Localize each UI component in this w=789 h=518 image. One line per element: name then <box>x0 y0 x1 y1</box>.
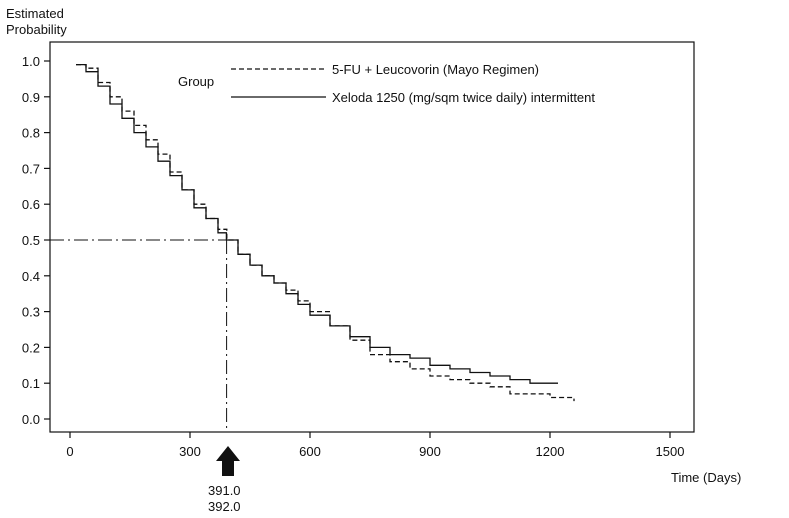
x-tick-label: 1200 <box>536 444 565 459</box>
y-axis-title-line1: Estimated <box>6 6 64 21</box>
x-axis-ticks: 0 300 600 900 1200 1500 <box>66 432 684 459</box>
legend-title: Group <box>178 74 214 89</box>
x-tick-label: 600 <box>299 444 321 459</box>
x-tick-label: 0 <box>66 444 73 459</box>
median-arrow-icon <box>216 446 240 476</box>
series-line-xeloda <box>76 63 558 384</box>
y-tick-label: 0.8 <box>22 126 40 141</box>
x-tick-label: 900 <box>419 444 441 459</box>
median-label-1: 391.0 <box>208 483 241 498</box>
y-tick-label: 0.3 <box>22 305 40 320</box>
y-tick-label: 1.0 <box>22 54 40 69</box>
x-axis-title: Time (Days) <box>671 470 741 485</box>
y-tick-label: 0.0 <box>22 412 40 427</box>
plot-frame <box>49 41 695 433</box>
y-axis-title-line2: Probability <box>6 22 67 37</box>
median-label-2: 392.0 <box>208 499 241 514</box>
y-tick-label: 0.9 <box>22 90 40 105</box>
series-layer <box>76 63 575 402</box>
legend-label-xeloda: Xeloda 1250 (mg/sqm twice daily) intermi… <box>332 90 595 105</box>
y-tick-label: 0.1 <box>22 376 40 391</box>
legend-label-5fu: 5-FU + Leucovorin (Mayo Regimen) <box>332 62 539 77</box>
y-tick-label: 0.2 <box>22 340 40 355</box>
y-tick-label: 0.7 <box>22 161 40 176</box>
x-tick-label: 1500 <box>656 444 685 459</box>
median-reference-lines <box>50 239 228 432</box>
y-tick-label: 0.6 <box>22 197 40 212</box>
y-tick-label: 0.4 <box>22 269 40 284</box>
y-axis-ticks: 0.0 0.1 0.2 0.3 0.4 0.5 0.6 0.7 0.8 0.9 1.0 <box>22 54 50 427</box>
y-tick-label: 0.5 <box>22 233 40 248</box>
x-tick-label: 300 <box>179 444 201 459</box>
series-line-5fu-leucovorin <box>76 63 575 402</box>
legend: Group 5-FU + Leucovorin (Mayo Regimen) X… <box>178 62 595 105</box>
